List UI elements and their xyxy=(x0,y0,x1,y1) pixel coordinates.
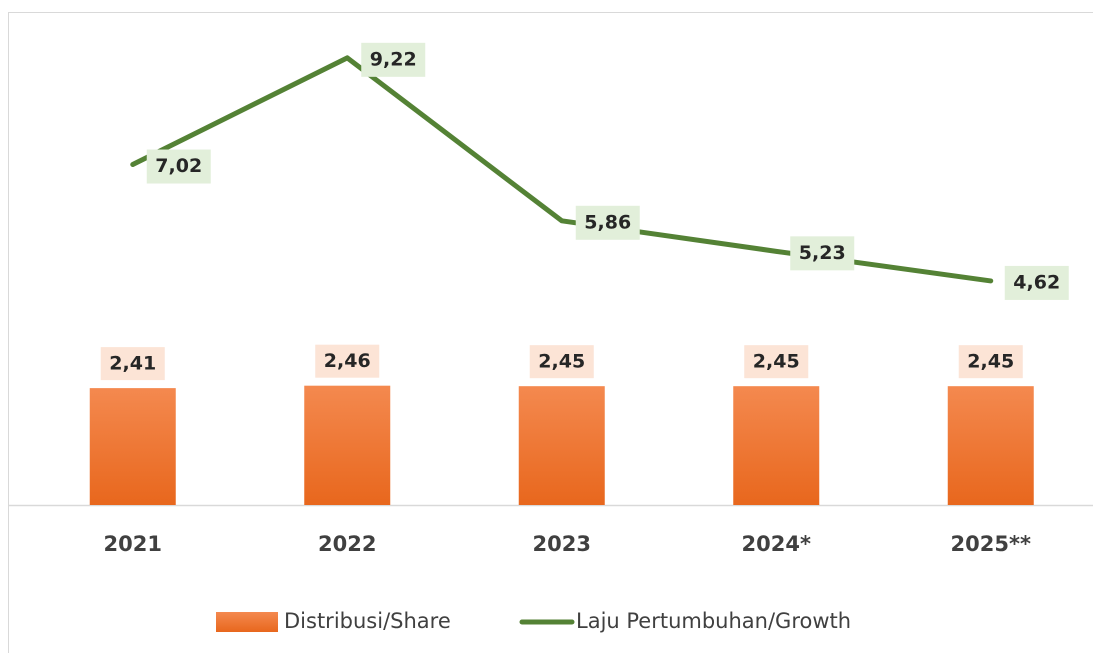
data-label-bg xyxy=(361,42,426,77)
data-label-bg xyxy=(100,347,165,381)
x-tick-label: 2024* xyxy=(742,532,811,556)
data-label: 2,45 xyxy=(538,351,585,373)
legend-swatch xyxy=(216,612,278,632)
data-label: 5,23 xyxy=(799,242,846,264)
data-label-bg xyxy=(1004,265,1069,300)
data-label-bg xyxy=(146,149,211,184)
bar xyxy=(733,386,820,505)
legend-label: Distribusi/Share xyxy=(284,609,451,633)
data-label-bg xyxy=(790,236,855,271)
bar xyxy=(947,386,1034,505)
data-label: 9,22 xyxy=(370,48,417,70)
data-label: 2,46 xyxy=(324,350,371,372)
data-label-bg xyxy=(958,345,1023,379)
data-label-bg xyxy=(744,345,809,379)
data-label-bg xyxy=(529,345,594,379)
data-label: 2,45 xyxy=(753,351,800,373)
data-label: 5,86 xyxy=(584,211,631,233)
data-label: 4,62 xyxy=(1013,271,1060,293)
data-label: 2,45 xyxy=(967,351,1014,373)
x-tick-label: 2022 xyxy=(318,532,376,556)
x-tick-label: 2023 xyxy=(533,532,591,556)
data-label: 2,41 xyxy=(109,353,156,375)
x-tick-label: 2021 xyxy=(104,532,162,556)
x-tick-label: 2025** xyxy=(951,532,1031,556)
bar xyxy=(304,385,391,505)
line xyxy=(130,55,994,284)
data-label: 7,02 xyxy=(155,155,202,177)
data-label-bg xyxy=(575,205,640,240)
bar xyxy=(89,388,176,505)
data-label-bg xyxy=(315,344,380,378)
chart-frame xyxy=(8,12,1093,653)
bar xyxy=(518,386,605,505)
legend-label: Laju Pertumbuhan/Growth xyxy=(576,609,851,633)
